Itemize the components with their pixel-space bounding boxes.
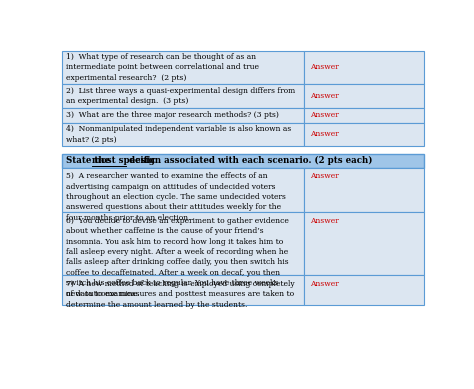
Text: design associated with each scenario. (2 pts each): design associated with each scenario. (2…: [127, 156, 373, 165]
Bar: [304, 51, 423, 84]
Text: Answer: Answer: [310, 111, 339, 119]
Bar: [63, 275, 304, 305]
Bar: [63, 212, 304, 275]
Bar: [304, 84, 423, 107]
Text: most specific: most specific: [92, 156, 156, 165]
Text: Answer: Answer: [310, 217, 339, 225]
Bar: [63, 107, 304, 123]
Bar: [304, 123, 423, 146]
Bar: [304, 168, 423, 212]
Bar: [304, 107, 423, 123]
Text: 5)  A researcher wanted to examine the effects of an
advertising campaign on att: 5) A researcher wanted to examine the ef…: [66, 172, 286, 222]
Text: 3)  What are the three major research methods? (3 pts): 3) What are the three major research met…: [66, 111, 279, 119]
Bar: [63, 168, 304, 212]
Text: Answer: Answer: [310, 172, 339, 180]
Text: State the: State the: [66, 156, 113, 165]
Bar: [63, 84, 304, 107]
Text: 2)  List three ways a quasi-experimental design differs from
an experimental des: 2) List three ways a quasi-experimental …: [66, 87, 295, 105]
Text: Answer: Answer: [310, 92, 339, 100]
Bar: [304, 212, 423, 275]
Text: Answer: Answer: [310, 280, 339, 288]
Bar: [63, 123, 304, 146]
Bar: [304, 275, 423, 305]
Bar: [63, 51, 304, 84]
Text: 7)  A new method of teaching is employed using completely
new outcome measures a: 7) A new method of teaching is employed …: [66, 280, 295, 309]
Text: 1)  What type of research can be thought of as an
intermediate point between cor: 1) What type of research can be thought …: [66, 53, 259, 82]
Bar: [63, 154, 423, 168]
Text: 6)  You decide to devise an experiment to gather evidence
about whether caffeine: 6) You decide to devise an experiment to…: [66, 217, 289, 298]
Text: Answer: Answer: [310, 63, 339, 72]
Text: 4)  Nonmanipulated independent variable is also known as
what? (2 pts): 4) Nonmanipulated independent variable i…: [66, 125, 292, 144]
Text: Answer: Answer: [310, 130, 339, 138]
